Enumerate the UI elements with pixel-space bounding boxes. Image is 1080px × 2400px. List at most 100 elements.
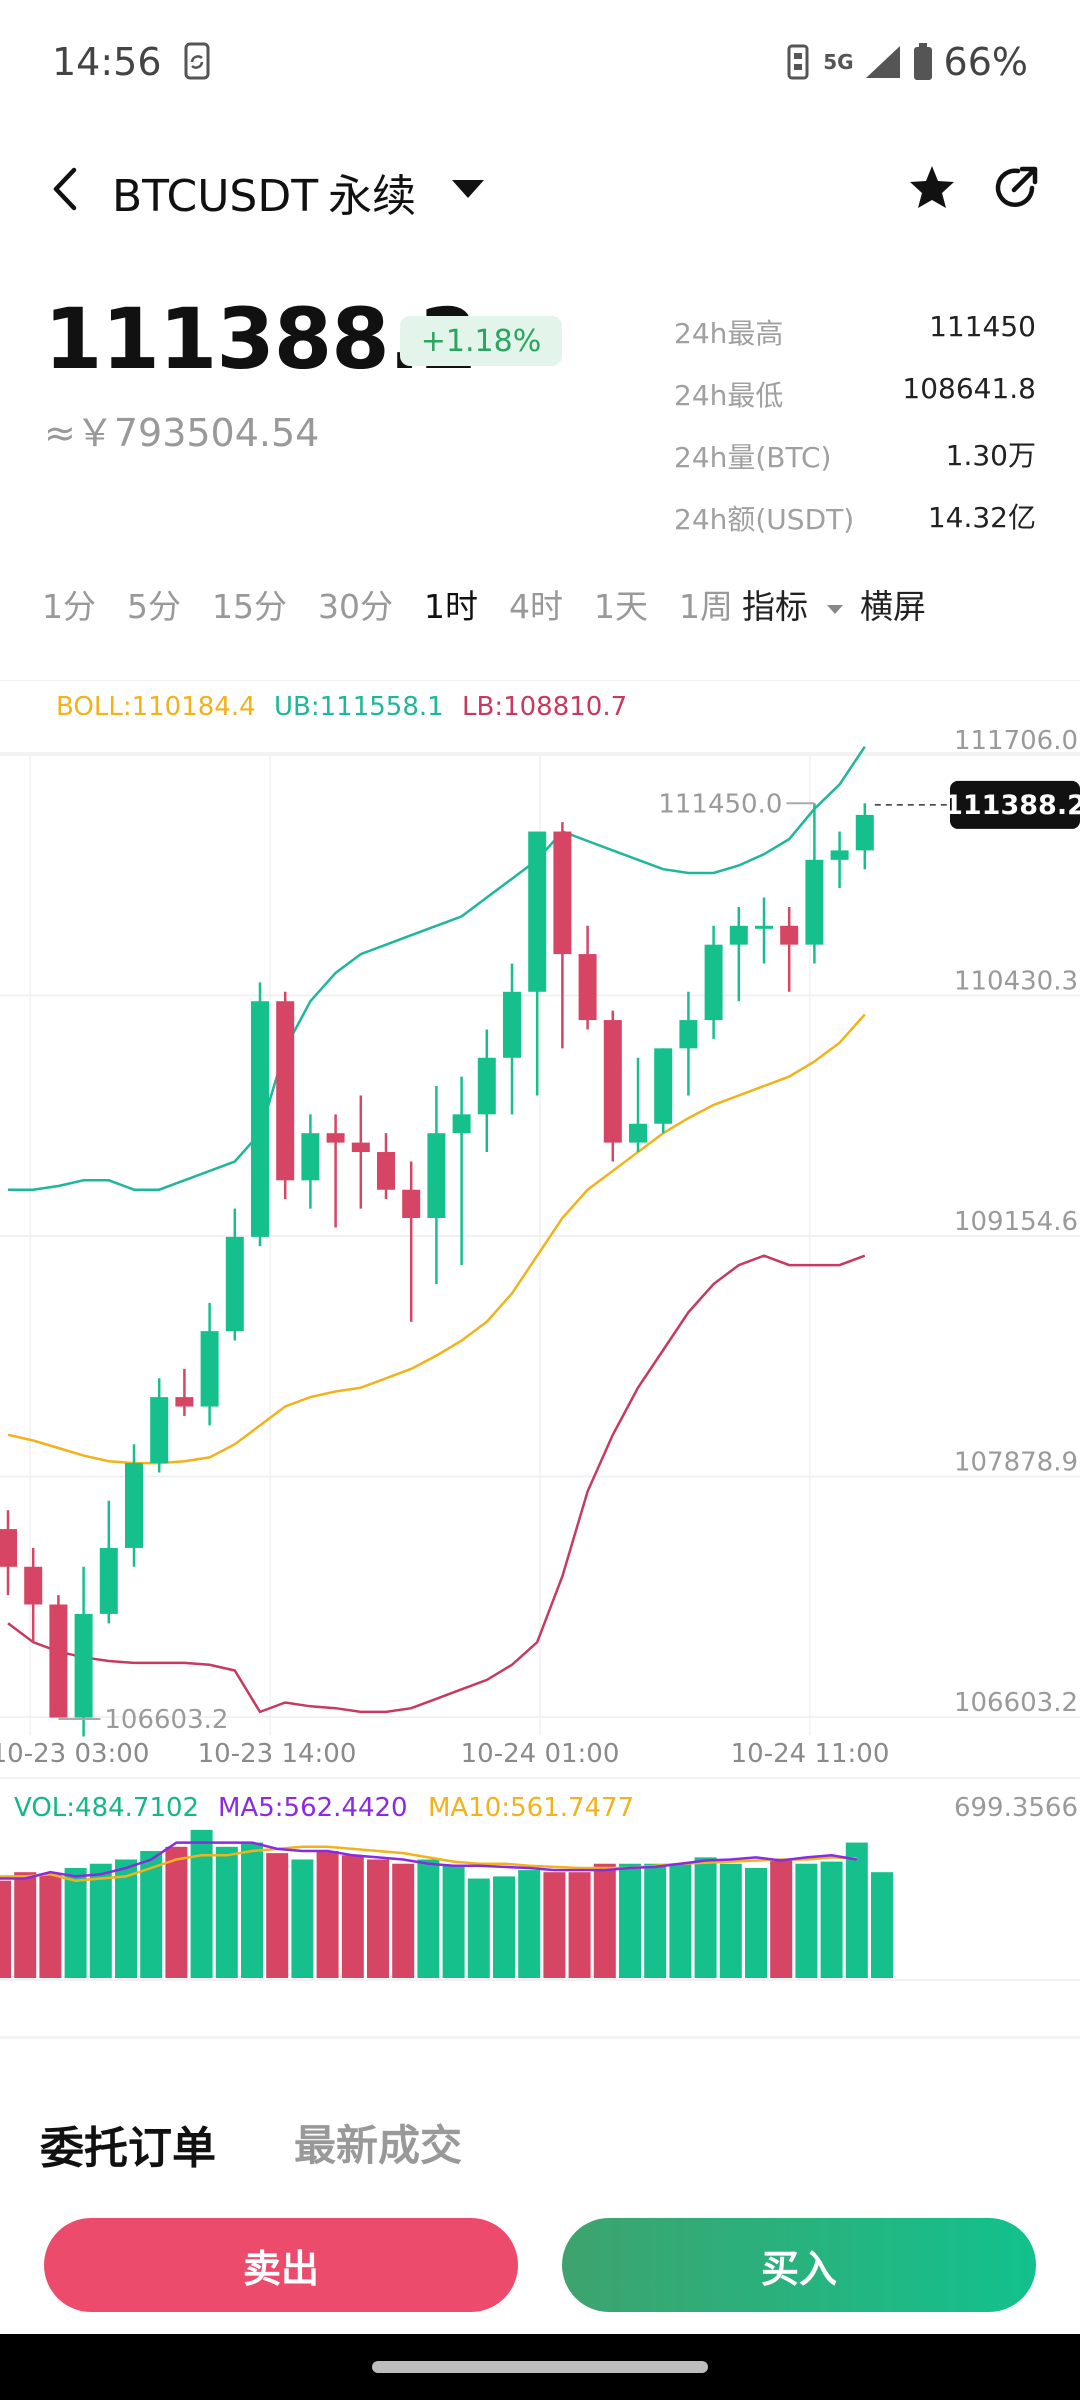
vol-max-label: 699.3566 bbox=[954, 1793, 1078, 1823]
volume-bar bbox=[367, 1859, 389, 1978]
candle-body bbox=[225, 1236, 244, 1332]
legend-vol: VOL:484.7102 bbox=[14, 1793, 199, 1823]
indicator-button[interactable]: 指标 bbox=[742, 580, 845, 628]
candle-body bbox=[654, 1048, 673, 1124]
status-icons: 5G 66% bbox=[783, 40, 1028, 84]
network-type: 5G bbox=[823, 50, 854, 74]
back-icon[interactable] bbox=[50, 166, 80, 216]
legend-ma5: MA5:562.4420 bbox=[218, 1793, 408, 1823]
candle-body bbox=[578, 954, 597, 1021]
candle-body bbox=[729, 925, 748, 945]
volume-bar bbox=[266, 1853, 289, 1978]
stat-low-value: 108641.8 bbox=[902, 372, 1036, 405]
sell-button[interactable]: 卖出 bbox=[44, 2218, 518, 2312]
tab-5m[interactable]: 5分 bbox=[127, 587, 181, 626]
stat-volume-label: 24h量(BTC) bbox=[674, 441, 832, 474]
screen-rotate-icon bbox=[180, 42, 214, 86]
tab-4h[interactable]: 4时 bbox=[509, 587, 563, 626]
candle-body bbox=[755, 925, 773, 929]
tab-1h[interactable]: 1时 bbox=[424, 587, 478, 626]
volume-bar bbox=[543, 1872, 566, 1978]
legend-boll: BOLL:110184.4 bbox=[56, 692, 256, 722]
volume-bar bbox=[140, 1851, 163, 1978]
legend-ub: UB:111558.1 bbox=[274, 692, 444, 722]
y-tick-label: 110430.3 bbox=[954, 967, 1078, 997]
volume-bar bbox=[694, 1857, 717, 1978]
x-tick-label: 10-23 03:00 bbox=[0, 1739, 149, 1769]
stat-turnover-label: 24h额(USDT) bbox=[674, 503, 855, 536]
x-tick-label: 10-24 11:00 bbox=[731, 1739, 890, 1769]
tab-30m[interactable]: 30分 bbox=[318, 587, 393, 626]
ub-line bbox=[8, 746, 866, 1191]
stat-low-label: 24h最低 bbox=[674, 379, 784, 412]
candle-body bbox=[276, 1001, 295, 1181]
low-marker-label: 106603.2 bbox=[104, 1705, 228, 1735]
candle-body bbox=[24, 1566, 43, 1605]
volume-bar bbox=[619, 1863, 641, 1978]
tab-1m[interactable]: 1分 bbox=[42, 587, 96, 626]
volume-bar bbox=[745, 1867, 767, 1978]
candle-body bbox=[477, 1057, 496, 1115]
stat-turnover-value: 14.32亿 bbox=[927, 501, 1036, 534]
high-marker-label: 111450.0 bbox=[658, 789, 782, 819]
candle-body bbox=[679, 1020, 698, 1049]
star-icon[interactable] bbox=[908, 164, 956, 214]
candle-body bbox=[150, 1397, 169, 1464]
ma5-line bbox=[0, 1841, 858, 1880]
tab-1d[interactable]: 1天 bbox=[594, 587, 648, 626]
tab-orders[interactable]: 委托订单 bbox=[40, 2123, 216, 2174]
candle-body bbox=[805, 859, 824, 945]
change-badge: +1.18% bbox=[400, 316, 562, 366]
stat-high-label: 24h最高 bbox=[674, 317, 784, 350]
volume-bar bbox=[820, 1861, 843, 1978]
volume-bar bbox=[341, 1855, 364, 1978]
battery-icon bbox=[913, 43, 932, 80]
candle-body bbox=[251, 1001, 269, 1237]
candle-body bbox=[704, 944, 723, 1021]
volume-bar bbox=[669, 1863, 692, 1978]
candle-body bbox=[427, 1133, 446, 1219]
tab-15m[interactable]: 15分 bbox=[212, 587, 287, 626]
volume-bar bbox=[442, 1865, 465, 1978]
volume-bar bbox=[770, 1859, 793, 1978]
indicator-label: 指标 bbox=[742, 587, 808, 626]
volume-bar bbox=[115, 1859, 137, 1978]
volume-bar bbox=[165, 1846, 188, 1978]
symbol-title[interactable]: BTCUSDT 永续 bbox=[112, 160, 416, 224]
legend-lb: LB:108810.7 bbox=[462, 692, 627, 722]
candle-body bbox=[629, 1123, 647, 1143]
volume-bar bbox=[392, 1863, 415, 1978]
kline-chart[interactable]: 111706.0 110430.3 109154.6 107878.9 106603.2… bbox=[0, 680, 1080, 2030]
candle-body bbox=[351, 1142, 370, 1153]
volume-bar bbox=[291, 1859, 314, 1978]
share-icon[interactable] bbox=[992, 164, 1040, 216]
candle-body bbox=[99, 1547, 118, 1614]
volume-bar bbox=[241, 1842, 263, 1978]
x-tick-label: 10-24 01:00 bbox=[461, 1739, 620, 1769]
volume-bar bbox=[568, 1872, 591, 1978]
contract-type: 永续 bbox=[328, 171, 417, 222]
caret-down-icon[interactable] bbox=[450, 178, 486, 206]
last-price-tag-label: 111388.2 bbox=[944, 790, 1080, 821]
volume-bar bbox=[417, 1859, 440, 1978]
volume-bar bbox=[64, 1867, 87, 1978]
y-tick-label: 109154.6 bbox=[954, 1207, 1078, 1237]
candle-body bbox=[830, 850, 849, 860]
tab-1w[interactable]: 1周 bbox=[679, 587, 733, 626]
candle-body bbox=[528, 831, 547, 992]
candle-body bbox=[780, 925, 799, 945]
home-handle[interactable] bbox=[372, 2361, 708, 2373]
volume-bar bbox=[644, 1863, 667, 1978]
volume-bar bbox=[518, 1870, 541, 1978]
volume-bar bbox=[493, 1876, 515, 1978]
battery-percent: 66% bbox=[943, 40, 1028, 84]
volume-bar bbox=[316, 1851, 339, 1978]
candle-body bbox=[402, 1189, 421, 1219]
candle-body bbox=[503, 991, 521, 1058]
buy-button[interactable]: 买入 bbox=[562, 2218, 1036, 2312]
landscape-button[interactable]: 横屏 bbox=[860, 587, 926, 626]
volume-bar bbox=[719, 1863, 742, 1978]
candle-body bbox=[603, 1020, 622, 1143]
signal-icon bbox=[865, 46, 900, 78]
tab-latest-trades[interactable]: 最新成交 bbox=[294, 2121, 463, 2170]
